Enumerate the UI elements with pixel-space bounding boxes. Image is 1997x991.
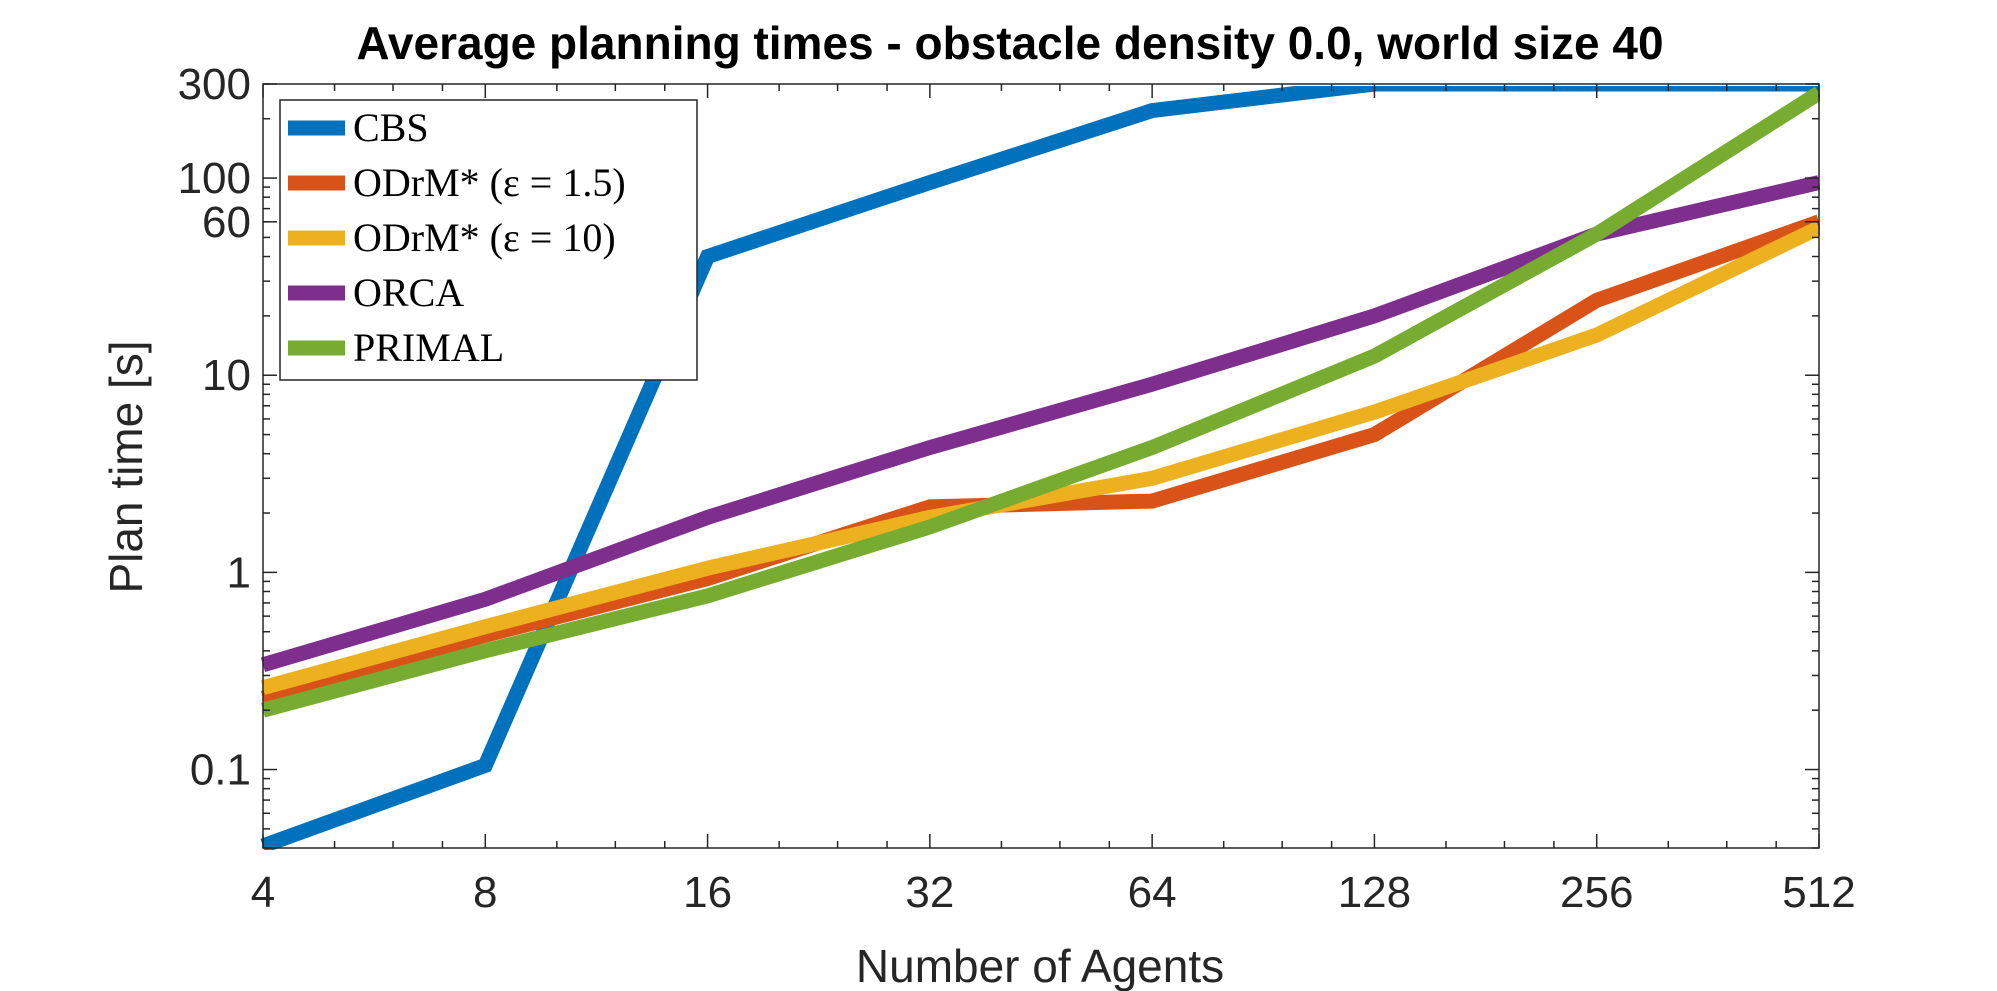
x-tick-label: 8	[473, 868, 497, 917]
y-tick-label: 0.1	[190, 746, 251, 795]
x-tick-label: 64	[1128, 868, 1177, 917]
y-tick-label: 10	[202, 351, 251, 400]
plot-area-frame	[262, 83, 1820, 849]
y-tick-label: 60	[202, 198, 251, 247]
y-tick-label: 300	[178, 60, 251, 109]
y-tick-label: 1	[227, 548, 251, 597]
y-tick-label: 100	[178, 154, 251, 203]
legend-entry-2: ODrM* (ε = 10)	[353, 215, 616, 260]
series-line-2	[261, 220, 1820, 695]
series-layer	[260, 86, 1820, 850]
legend: CBS ODrM* (ε = 1.5) ODrM* (ε = 10) ORCA PRIM…	[279, 99, 698, 381]
x-tick-label: 512	[1782, 868, 1855, 917]
legend-entry-0: CBS	[353, 105, 429, 150]
series-line-4	[261, 86, 1820, 718]
legend-entry-3: ORCA	[353, 270, 464, 315]
x-tick-label: 4	[251, 868, 275, 917]
legend-entry-4: PRIMAL	[353, 325, 504, 370]
legend-entry-1: ODrM* (ε = 1.5)	[353, 160, 626, 205]
x-tick-label: 16	[683, 868, 732, 917]
x-tick-label: 128	[1338, 868, 1411, 917]
legend-box	[279, 99, 698, 381]
chart-title: Average planning times - obstacle densit…	[356, 17, 1663, 69]
series-line-0	[260, 86, 1819, 850]
x-tick-label: 256	[1560, 868, 1633, 917]
x-axis-label: Number of Agents	[856, 940, 1224, 991]
y-axis-label: Plan time [s]	[100, 340, 152, 593]
x-tick-label: 32	[905, 868, 954, 917]
